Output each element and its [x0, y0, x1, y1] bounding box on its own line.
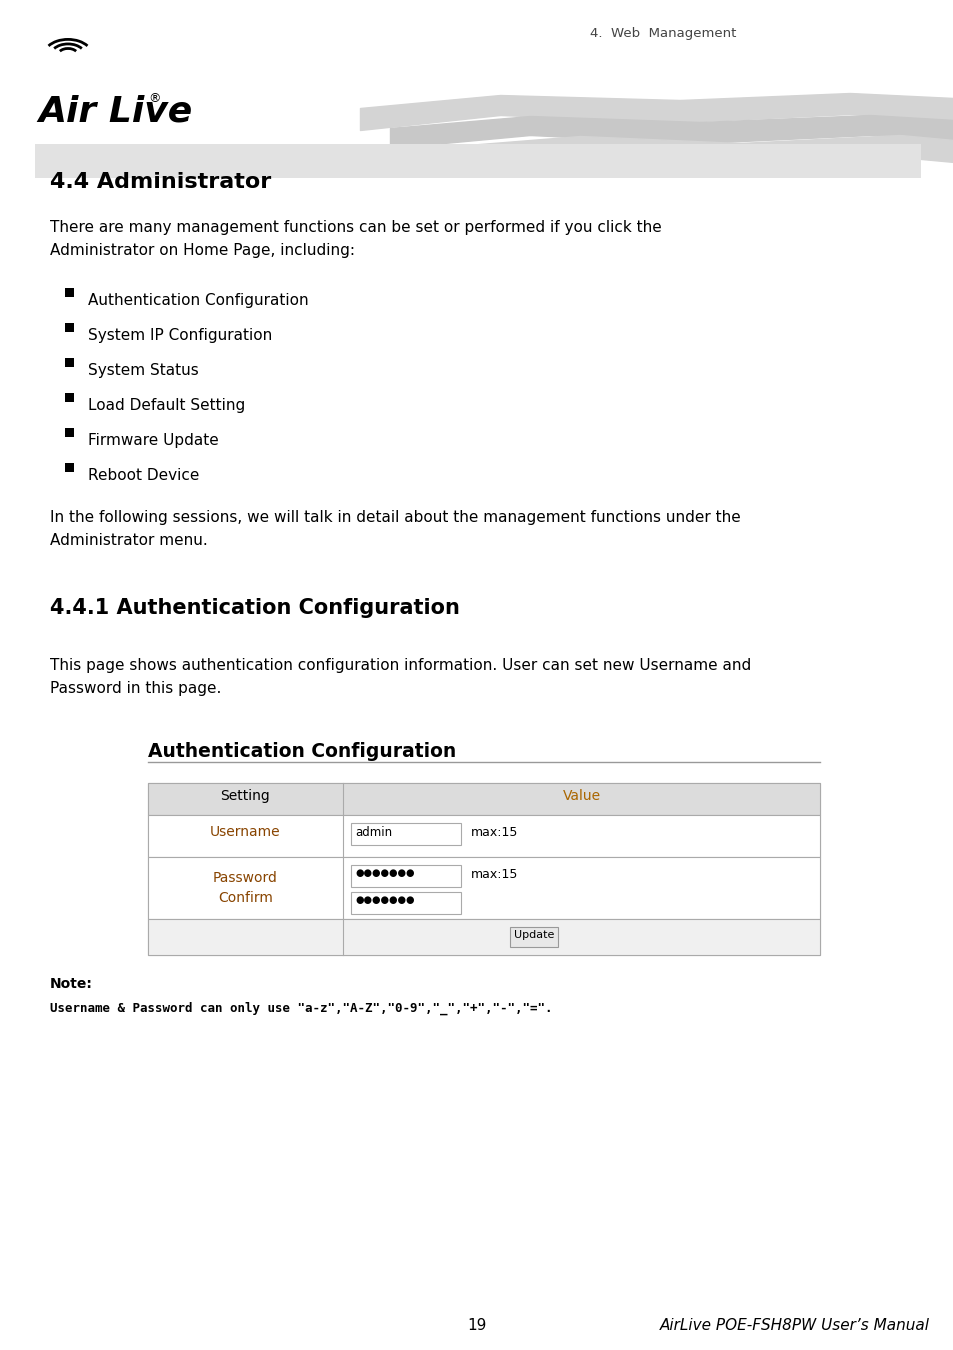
Bar — [351, 865, 460, 887]
Bar — [65, 463, 74, 472]
Text: max:15: max:15 — [471, 826, 517, 838]
Text: Firmware Update: Firmware Update — [88, 433, 218, 448]
Text: Username: Username — [210, 825, 280, 838]
Text: Load Default Setting: Load Default Setting — [88, 398, 245, 413]
Text: 4.4 Administrator: 4.4 Administrator — [50, 171, 271, 192]
Text: There are many management functions can be set or performed if you click the: There are many management functions can … — [50, 220, 661, 235]
Bar — [65, 288, 74, 297]
Text: max:15: max:15 — [471, 868, 517, 882]
Text: In the following sessions, we will talk in detail about the management functions: In the following sessions, we will talk … — [50, 510, 740, 525]
Bar — [351, 824, 460, 845]
Bar — [351, 892, 460, 914]
Text: Setting: Setting — [220, 788, 270, 803]
Bar — [148, 919, 820, 954]
Bar — [510, 927, 558, 946]
Text: Password: Password — [213, 871, 277, 886]
Text: ●●●●●●●: ●●●●●●● — [355, 868, 414, 878]
Text: Username & Password can only use "a-z","A-Z","0-9","_","+","-","=".: Username & Password can only use "a-z","… — [50, 1002, 552, 1015]
Text: ®: ® — [148, 92, 160, 105]
Text: This page shows authentication configuration information. User can set new Usern: This page shows authentication configura… — [50, 657, 750, 674]
Bar — [148, 815, 820, 857]
Bar — [65, 358, 74, 367]
Text: Value: Value — [562, 788, 600, 803]
Text: 4.  Web  Management: 4. Web Management — [589, 27, 736, 40]
Text: Note:: Note: — [50, 977, 92, 991]
Bar — [148, 783, 820, 954]
Bar — [65, 393, 74, 402]
Text: System IP Configuration: System IP Configuration — [88, 328, 272, 343]
Text: ●●●●●●●: ●●●●●●● — [355, 895, 414, 905]
Text: Administrator menu.: Administrator menu. — [50, 533, 208, 548]
Bar — [148, 783, 820, 815]
Bar — [35, 144, 920, 178]
Text: admin: admin — [355, 826, 392, 838]
Text: AirLive POE-FSH8PW User’s Manual: AirLive POE-FSH8PW User’s Manual — [659, 1318, 929, 1332]
Text: System Status: System Status — [88, 363, 198, 378]
Text: 4.4.1 Authentication Configuration: 4.4.1 Authentication Configuration — [50, 598, 459, 618]
Text: Air Live: Air Live — [38, 95, 193, 130]
Text: Update: Update — [514, 930, 554, 940]
Text: 19: 19 — [467, 1318, 486, 1332]
Text: Reboot Device: Reboot Device — [88, 468, 199, 483]
Bar — [65, 323, 74, 332]
Text: Password in this page.: Password in this page. — [50, 680, 221, 697]
Bar — [148, 857, 820, 919]
Bar — [65, 428, 74, 437]
Text: Authentication Configuration: Authentication Configuration — [148, 743, 456, 761]
Text: Authentication Configuration: Authentication Configuration — [88, 293, 309, 308]
Text: Administrator on Home Page, including:: Administrator on Home Page, including: — [50, 243, 355, 258]
Text: Confirm: Confirm — [218, 891, 273, 904]
